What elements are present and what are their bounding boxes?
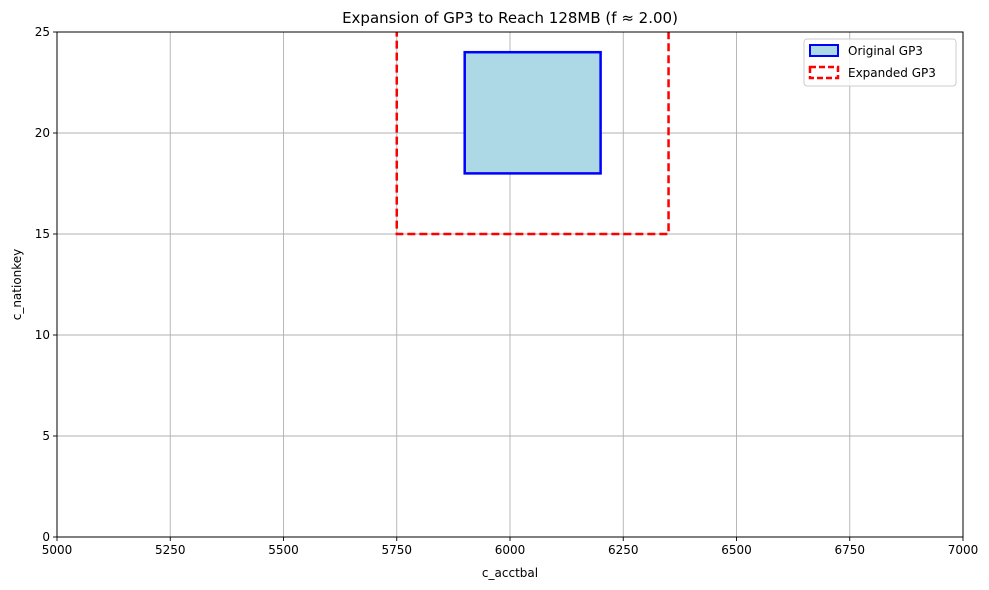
x-tick-label: 7000 [948, 543, 979, 557]
y-tick-label: 10 [35, 328, 50, 342]
legend-box [803, 38, 957, 87]
y-tick-label: 25 [35, 25, 50, 39]
legend-swatch-expanded [808, 65, 840, 80]
y-tick-label: 5 [42, 429, 50, 443]
legend-label-expanded: Expanded GP3 [848, 66, 936, 80]
x-tick-label: 6000 [495, 543, 526, 557]
y-tick-label: 20 [35, 126, 50, 140]
x-tick-label: 6500 [721, 543, 752, 557]
x-tick-label: 5500 [268, 543, 299, 557]
y-tick-label: 0 [42, 530, 50, 544]
original-gp3-rect [463, 50, 602, 175]
plot-area [395, 32, 670, 236]
x-tick-label: 5000 [42, 543, 73, 557]
y-axis: 0 5 10 15 20 25 [35, 25, 57, 544]
y-axis-label: c_nationkey [10, 249, 24, 321]
legend: Original GP3 Expanded GP3 [803, 38, 957, 87]
legend-label-original: Original GP3 [848, 44, 923, 58]
x-tick-label: 6750 [834, 543, 865, 557]
expanded-gp3-rect [395, 32, 670, 236]
chart-title: Expansion of GP3 to Reach 128MB (f ≈ 2.0… [342, 9, 678, 27]
x-tick-label: 5250 [155, 543, 186, 557]
legend-swatch-original [809, 44, 839, 57]
x-tick-label: 6250 [608, 543, 639, 557]
x-axis-label: c_acctbal [482, 566, 538, 580]
x-tick-label: 5750 [381, 543, 412, 557]
y-tick-label: 15 [35, 227, 50, 241]
x-axis: 5000 5250 5500 5750 6000 6250 6500 6750 7000 [42, 537, 979, 557]
